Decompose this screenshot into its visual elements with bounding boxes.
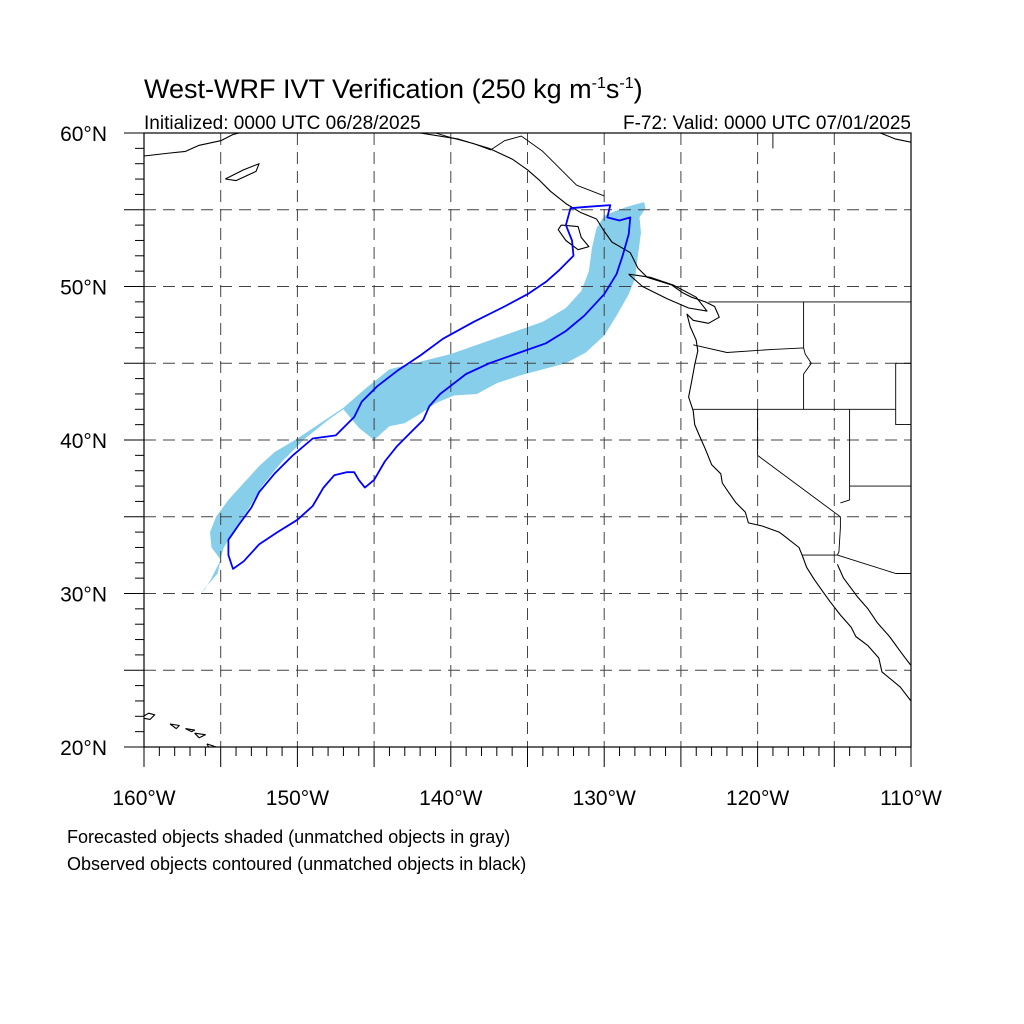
coastline-gulf-of-california [836,564,911,666]
coastline-vancouver-island [628,273,708,312]
coastline-kodiak-island [225,163,260,182]
observed-objects-layer [227,204,632,570]
political-border [435,133,605,197]
coastline-hawaii-island [206,743,218,747]
coastline-alaska [144,133,240,157]
coastline-haida-gwaii [557,224,590,251]
axis-ticks [124,132,912,767]
coastline-north-america [420,133,911,702]
figure-title: West-WRF IVT Verification (250 kg m-1s-1… [144,74,643,104]
coastline-hawaii-island [144,712,156,720]
political-border [802,554,911,574]
coastline-northern-canada [880,133,911,143]
lat-tick-label: 50°N [60,277,107,300]
political-border [895,409,911,426]
coastline-hawaii-island [169,723,180,730]
political-border [757,409,841,553]
coastline-hawaii-island [185,728,196,733]
political-border [803,301,812,364]
observed-legend-note: Observed objects contoured (unmatched ob… [67,854,526,874]
political-border [840,486,851,504]
lat-tick-label: 40°N [60,430,107,453]
political-border [693,344,804,353]
lon-tick-label: 130°W [573,787,636,810]
init-time-label: Initialized: 0000 UTC 06/28/2025 [144,113,421,134]
forecast-objects-layer [200,202,646,594]
lon-tick-label: 160°W [112,787,175,810]
lat-tick-label: 60°N [60,123,107,146]
lon-tick-label: 140°W [419,787,482,810]
coastline-hawaii-island [194,732,206,739]
lon-tick-label: 120°W [726,787,789,810]
lon-tick-label: 110°W [880,787,942,810]
lat-tick-label: 20°N [60,737,107,760]
valid-time-label: F-72: Valid: 0000 UTC 07/01/2025 [623,113,911,134]
forecast-ivt-object [200,202,646,594]
grid-lines [144,133,911,747]
forecast-legend-note: Forecasted objects shaded (unmatched obj… [67,827,510,847]
coastlines-and-borders [144,133,911,747]
observed-ivt-contour [227,204,632,570]
lat-tick-label: 30°N [60,584,107,607]
political-border [836,551,840,556]
lon-tick-label: 150°W [266,787,329,810]
axis-labels: 20°N 30°N 40°N 50°N 60°N 160°W 150°W 140°W 130°W… [60,123,942,810]
political-border [803,363,812,410]
